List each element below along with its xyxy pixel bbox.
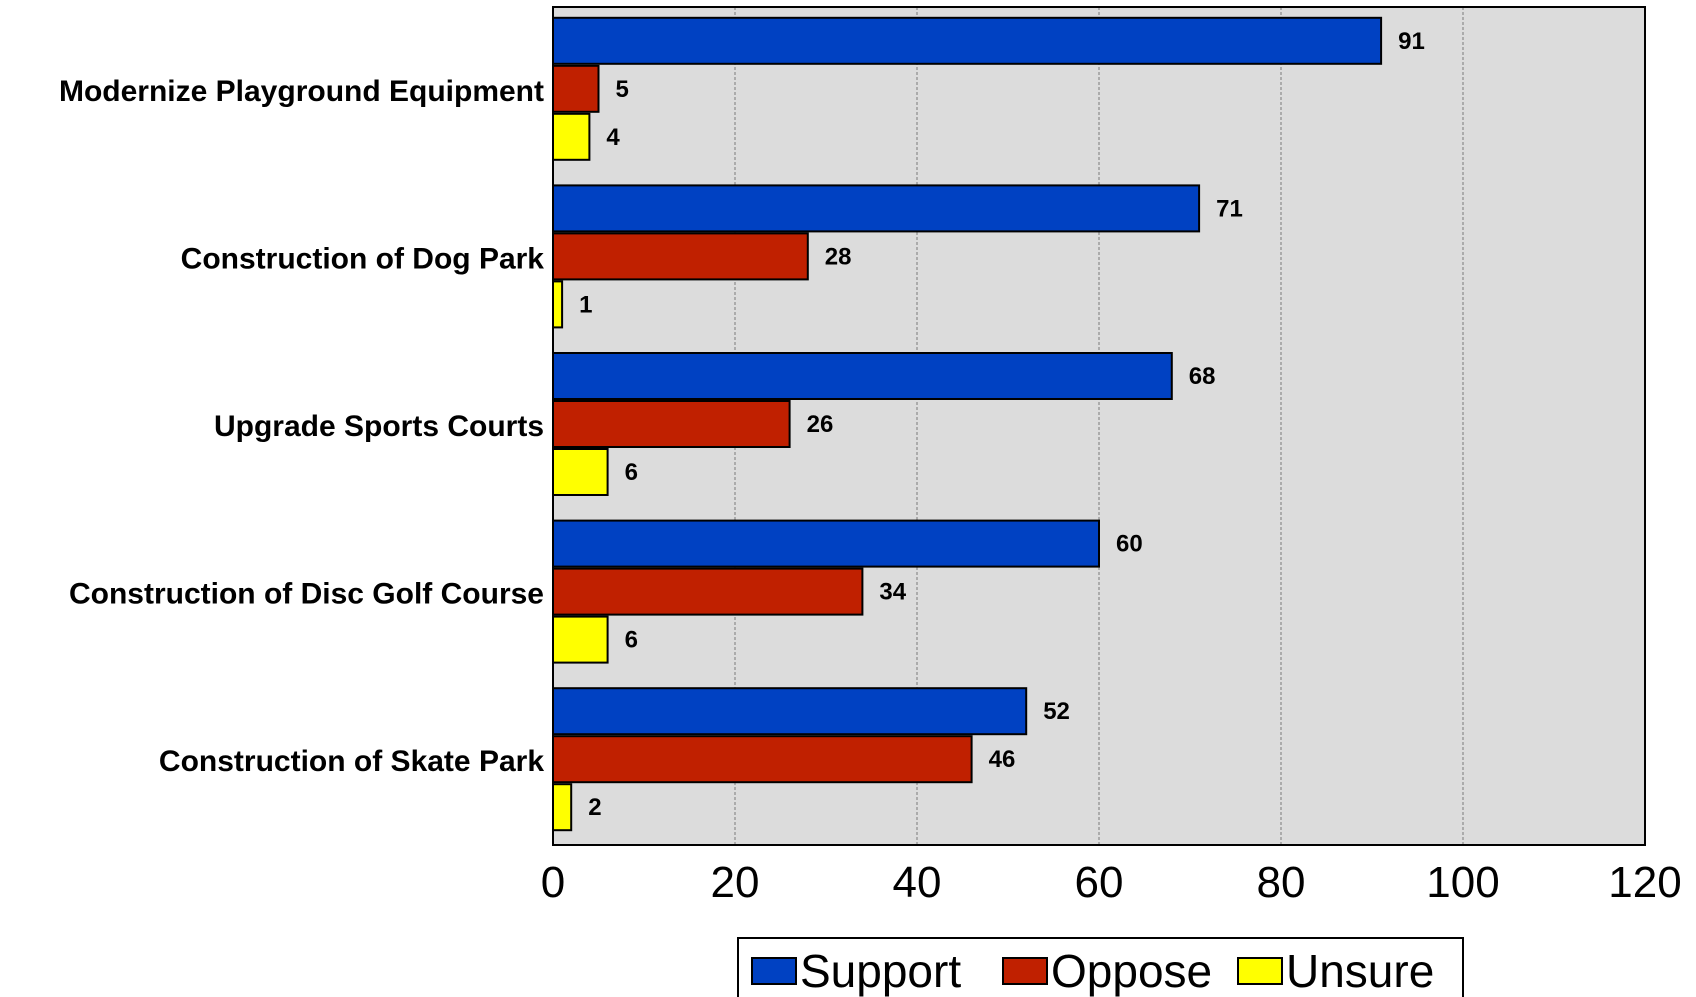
data-label: 71: [1216, 195, 1243, 222]
data-label: 28: [825, 243, 852, 270]
data-label: 6: [625, 627, 638, 654]
bar-unsure: [552, 783, 573, 832]
x-tick-label: 20: [711, 858, 760, 907]
category-label: Modernize Playground Equipment: [59, 75, 544, 108]
x-tick-label: 0: [541, 858, 565, 907]
x-tick-label: 60: [1075, 858, 1124, 907]
category-label: Construction of Disc Golf Course: [69, 578, 544, 611]
legend-swatch-support: [751, 957, 797, 985]
bar-oppose: [552, 735, 973, 784]
data-label: 2: [588, 794, 601, 821]
x-tick-label: 100: [1426, 858, 1499, 907]
x-tick-label: 40: [893, 858, 942, 907]
legend-box: [737, 937, 1464, 997]
data-label: 6: [625, 459, 638, 486]
legend-label-unsure: Unsure: [1286, 945, 1434, 997]
data-label: 5: [616, 76, 629, 103]
bar-oppose: [552, 400, 791, 448]
bar-unsure: [552, 112, 591, 161]
category-label: Upgrade Sports Courts: [214, 410, 544, 443]
data-label: 4: [606, 124, 620, 151]
category-labels: Modernize Playground Equipment Constructi…: [59, 75, 544, 778]
bar-support: [552, 519, 1100, 568]
data-label: 34: [879, 579, 906, 606]
legend-label-oppose: Oppose: [1051, 945, 1212, 997]
bar-oppose: [552, 567, 864, 616]
legend-label-support: Support: [800, 945, 961, 997]
legend-swatch-oppose: [1002, 957, 1048, 985]
bar-unsure: [552, 448, 609, 496]
bar-oppose: [552, 64, 600, 113]
bars: 91 5 4 71 28 1 68 26 6 60 34 6 52 46 2: [552, 16, 1425, 832]
plot-frame: [552, 6, 1646, 846]
legend: Support Oppose Unsure: [737, 937, 1464, 997]
category-label: Construction of Dog Park: [181, 242, 545, 275]
bar-support: [552, 687, 1028, 736]
legend-swatch-unsure: [1237, 957, 1283, 985]
x-tick-label: 80: [1257, 858, 1306, 907]
data-label: 60: [1116, 531, 1143, 558]
bar-oppose: [552, 232, 809, 281]
category-label: Construction of Skate Park: [159, 745, 544, 778]
bar-support: [552, 352, 1173, 400]
bar-unsure: [552, 280, 564, 329]
data-label: 91: [1398, 28, 1425, 55]
data-label: 46: [989, 746, 1016, 773]
data-label: 52: [1043, 698, 1070, 725]
x-axis: 0 20 40 60 80 100 120: [541, 858, 1682, 907]
data-label: 68: [1189, 363, 1216, 390]
bar-support: [552, 184, 1201, 233]
x-tick-label: 120: [1608, 858, 1681, 907]
data-label: 26: [807, 411, 834, 438]
bar-unsure: [552, 615, 609, 664]
bar-support: [552, 16, 1383, 65]
data-label: 1: [579, 291, 592, 318]
